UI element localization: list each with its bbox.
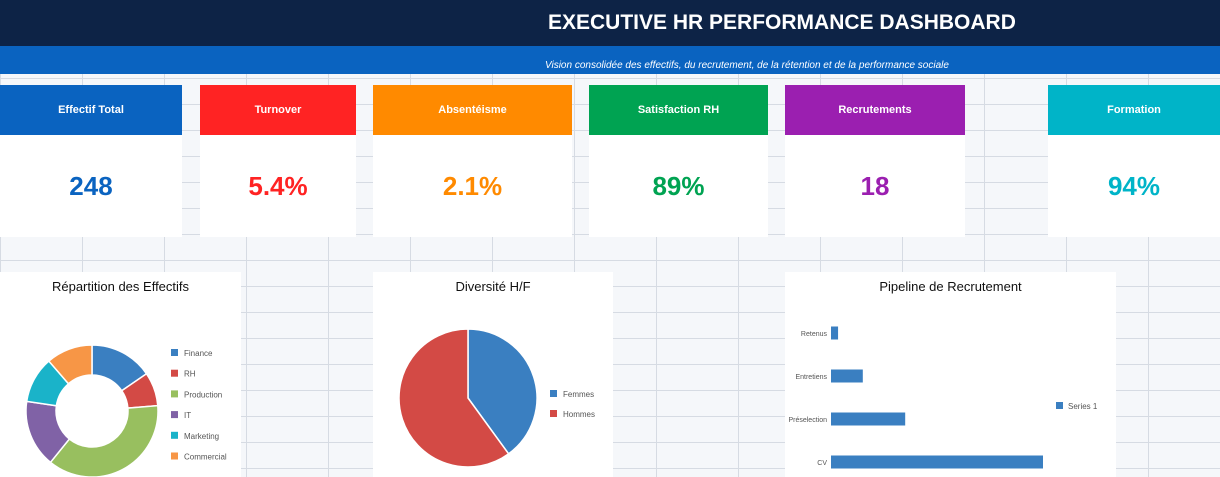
donut-legend-label-rh: RH bbox=[184, 370, 196, 379]
subtitle-bar bbox=[0, 46, 1220, 74]
bar-label-cv: CV bbox=[817, 460, 827, 467]
pie-chart-svg: Femmes Hommes bbox=[398, 328, 595, 468]
bar-retenus[interactable] bbox=[831, 326, 839, 340]
bar-label-preselection: Préselection bbox=[788, 417, 827, 424]
dashboard-title: EXECUTIVE HR PERFORMANCE DASHBOARD bbox=[548, 11, 1016, 34]
kpi-header-absenteisme[interactable]: Absentéisme bbox=[373, 85, 572, 135]
kpi-value-effectif: 248 bbox=[0, 135, 182, 237]
dashboard-subtitle: Vision consolidée des effectifs, du recr… bbox=[545, 60, 949, 71]
kpi-value-turnover: 5.4% bbox=[200, 135, 356, 237]
kpi-value-formation: 94% bbox=[1048, 135, 1220, 237]
kpi-header-satisfaction[interactable]: Satisfaction RH bbox=[589, 85, 768, 135]
kpi-value-satisfaction: 89% bbox=[589, 135, 768, 237]
donut-legend-label-finance: Finance bbox=[184, 349, 213, 358]
chart-panel-diversite[interactable]: Diversité H/F Femmes Hommes bbox=[373, 272, 613, 477]
donut-legend-swatch-marketing bbox=[171, 431, 178, 439]
donut-legend-label-commercial: Commercial bbox=[184, 453, 227, 462]
chart-title-pipeline: Pipeline de Recrutement bbox=[879, 279, 1022, 294]
kpi-header-formation[interactable]: Formation bbox=[1048, 85, 1220, 135]
kpi-value-recrutements: 18 bbox=[785, 135, 965, 237]
kpi-header-recrutements[interactable]: Recrutements bbox=[785, 85, 965, 135]
bar-label-retenus: Retenus bbox=[801, 331, 828, 338]
pie-slice-hommes[interactable] bbox=[398, 328, 510, 468]
donut-legend-swatch-commercial bbox=[171, 452, 178, 460]
donut-legend-swatch-it bbox=[171, 411, 178, 419]
bar-legend-label: Series 1 bbox=[1068, 402, 1098, 411]
bar-chart-svg: CV Préselection Entretiens Retenus Series 1 bbox=[788, 326, 1098, 469]
donut-slice-commercial[interactable] bbox=[47, 344, 93, 385]
bar-entretiens[interactable] bbox=[831, 369, 863, 383]
donut-legend-label-production: Production bbox=[184, 390, 222, 399]
kpi-header-effectif[interactable]: Effectif Total bbox=[0, 85, 182, 135]
pie-legend-label-hommes: Hommes bbox=[563, 410, 595, 419]
title-bar bbox=[0, 0, 1220, 46]
donut-legend-swatch-rh bbox=[171, 369, 178, 377]
kpi-value-absenteisme: 2.1% bbox=[373, 135, 572, 237]
donut-legend-swatch-production bbox=[171, 390, 178, 398]
donut-legend-swatch-finance bbox=[171, 349, 178, 356]
kpi-header-turnover[interactable]: Turnover bbox=[200, 85, 356, 135]
donut-slice-production[interactable] bbox=[49, 404, 159, 477]
donut-legend-label-marketing: Marketing bbox=[184, 432, 219, 441]
bar-legend-swatch bbox=[1056, 402, 1063, 409]
pie-legend-label-femmes: Femmes bbox=[563, 390, 594, 399]
pie-legend-swatch-femmes bbox=[550, 390, 557, 397]
pie-slice-femmes[interactable] bbox=[467, 328, 538, 455]
bar-cv[interactable] bbox=[831, 455, 1043, 469]
chart-panel-effectifs[interactable]: Répartition des Effectifs Finance RH Produ… bbox=[0, 272, 241, 477]
donut-chart-svg: Finance RH Production IT Marketing Commercial bbox=[25, 344, 227, 477]
chart-title-diversite: Diversité H/F bbox=[455, 279, 531, 294]
donut-legend-label-it: IT bbox=[184, 411, 191, 420]
bar-preselection[interactable] bbox=[831, 412, 906, 426]
chart-panel-pipeline[interactable]: Pipeline de Recrutement CV Préselection En… bbox=[785, 272, 1116, 477]
bar-label-entretiens: Entretiens bbox=[795, 374, 827, 381]
chart-title-effectifs: Répartition des Effectifs bbox=[51, 279, 190, 294]
pie-legend-swatch-hommes bbox=[550, 410, 557, 417]
